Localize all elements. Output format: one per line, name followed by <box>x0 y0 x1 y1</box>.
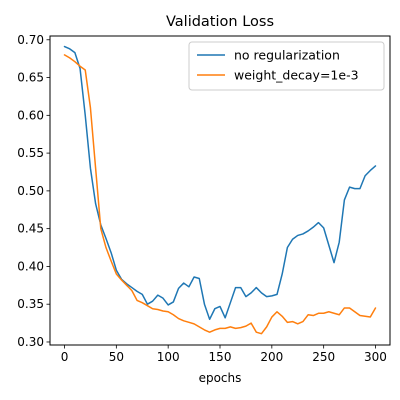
legend-box <box>188 41 385 91</box>
y-tick-label: 0.65 <box>17 71 44 85</box>
y-tick-label: 0.45 <box>17 222 44 236</box>
legend: no regularization weight_decay=1e-3 <box>188 41 385 91</box>
x-tick-label: 0 <box>61 350 69 364</box>
legend-label-1: no regularization <box>234 48 340 63</box>
series-line-1 <box>63 45 377 321</box>
x-tick-label: 300 <box>364 350 387 364</box>
y-tick-label: 0.55 <box>17 146 44 160</box>
x-tick-label: 150 <box>209 350 232 364</box>
plot-lines <box>63 45 377 335</box>
y-tick-label: 0.70 <box>17 33 44 47</box>
y-tick-label: 0.60 <box>17 108 44 122</box>
x-tick-label: 200 <box>260 350 283 364</box>
chart-title: Validation Loss <box>166 14 274 30</box>
y-tick-label: 0.35 <box>17 297 44 311</box>
x-tick-label: 50 <box>109 350 124 364</box>
y-tick-label: 0.50 <box>17 184 44 198</box>
y-axis: 0.30 0.35 0.40 0.45 0.50 0.55 0.60 0.65 0.70 <box>17 33 50 349</box>
y-tick-label: 0.30 <box>17 335 44 349</box>
x-axis-label: epochs <box>199 371 242 385</box>
x-tick-label: 100 <box>157 350 180 364</box>
series-line-2 <box>63 54 377 335</box>
x-axis: 0 50 100 150 200 250 300 <box>61 345 387 364</box>
legend-label-2: weight_decay=1e-3 <box>234 68 359 83</box>
y-tick-label: 0.40 <box>17 259 44 273</box>
x-tick-label: 250 <box>312 350 335 364</box>
